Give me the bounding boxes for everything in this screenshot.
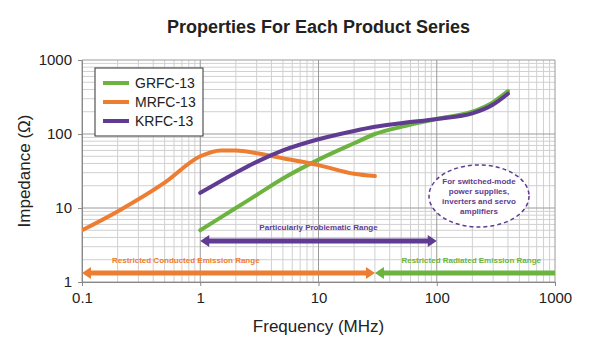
tick-label: 100 <box>47 125 72 142</box>
legend-swatch <box>103 100 129 104</box>
tick: 100 <box>47 125 82 142</box>
x-axis: 0.1 1 10 100 1000 <box>72 282 572 306</box>
tick-label: 10 <box>311 289 328 306</box>
note-ellipse <box>429 165 529 227</box>
tick-label: 0.1 <box>72 289 93 306</box>
tick: 1000 <box>39 51 82 68</box>
tick-label: 10 <box>55 199 72 216</box>
legend-label: KRFC-13 <box>135 113 194 129</box>
series-line <box>82 150 375 230</box>
tick-mark <box>555 282 556 286</box>
minor-grid-line <box>549 60 550 282</box>
legend-label: GRFC-13 <box>135 75 195 91</box>
arrow-head <box>82 267 91 279</box>
tick: 100 <box>425 282 450 306</box>
annotation-text: Restricted Conducted Emission Range <box>112 256 260 265</box>
minor-grid-line <box>418 60 419 282</box>
tick: 1 <box>64 273 82 290</box>
minor-grid-line <box>389 60 390 282</box>
note: For switched-modepower supplies,inverter… <box>429 165 529 227</box>
tick-mark <box>78 208 82 209</box>
x-axis-title: Frequency (MHz) <box>253 317 384 336</box>
annotation-text: Particularly Problematic Range <box>259 223 378 232</box>
minor-grid-line <box>543 60 544 282</box>
minor-grid-line <box>401 60 402 282</box>
tick-label: 1 <box>197 289 205 306</box>
minor-grid-line <box>307 60 308 282</box>
grid-line <box>82 60 83 282</box>
minor-grid-line <box>271 60 272 282</box>
range-arrow <box>82 267 375 279</box>
tick-label: 1000 <box>39 51 72 68</box>
minor-grid-line <box>528 60 529 282</box>
y-axis-title: Impedance (Ω) <box>15 115 34 228</box>
axis-line <box>82 61 83 283</box>
title: Properties For Each Product Series <box>167 17 470 37</box>
grid-line <box>82 60 555 61</box>
minor-grid-line <box>256 60 257 282</box>
legend-swatch <box>103 81 129 85</box>
minor-grid-line <box>374 60 375 282</box>
note-text: inverters and servo <box>442 197 516 206</box>
series-line <box>200 91 508 230</box>
minor-grid-line <box>354 60 355 282</box>
tick-mark <box>319 282 320 286</box>
chart: Properties For Each Product Series0.1110… <box>0 0 590 350</box>
grid-line <box>555 60 556 282</box>
tick: 0.1 <box>72 282 93 306</box>
note-text: For switched-mode <box>442 177 516 186</box>
minor-grid-line <box>410 60 411 282</box>
grid-line <box>318 60 319 282</box>
arrow-head <box>375 267 384 279</box>
minor-grid-line <box>425 60 426 282</box>
grid <box>82 60 555 282</box>
tick: 1 <box>197 282 205 306</box>
arrow-head <box>366 267 375 279</box>
tick-mark <box>437 282 438 286</box>
legend-swatch <box>103 119 129 123</box>
tick-mark <box>78 282 82 283</box>
tick-mark <box>78 60 82 61</box>
legend-label: MRFC-13 <box>135 94 196 110</box>
minor-grid-line <box>282 60 283 282</box>
arrow-shaft <box>208 239 429 244</box>
note-text: power supplies, <box>449 187 509 196</box>
y-axis: 1 10 100 1000 <box>39 51 83 290</box>
range-arrow <box>200 235 437 247</box>
tick-mark <box>78 134 82 135</box>
legend: GRFC-13 MRFC-13 KRFC-13 <box>95 68 203 136</box>
tick: 10 <box>311 282 328 306</box>
tick-label: 100 <box>425 289 450 306</box>
note-text: amplifiers <box>460 207 498 216</box>
legend-box <box>95 68 203 136</box>
annotations: Particularly Problematic Range Restricted… <box>82 223 555 279</box>
minor-grid-line <box>313 60 314 282</box>
annotation-text: Restricted Radiated Emission Range <box>401 256 541 265</box>
arrow-head <box>200 235 209 247</box>
range-arrow <box>375 267 555 279</box>
arrow-head <box>428 235 437 247</box>
tick-mark <box>200 282 201 286</box>
tick-label: 1000 <box>539 289 572 306</box>
arrow-shaft <box>383 271 555 276</box>
minor-grid-line <box>431 60 432 282</box>
minor-grid-line <box>519 60 520 282</box>
tick-label: 1 <box>64 273 72 290</box>
series-line <box>200 94 508 193</box>
minor-grid-line <box>536 60 537 282</box>
tick: 1000 <box>539 282 572 306</box>
tick-mark <box>82 282 83 286</box>
grid-line <box>436 60 437 282</box>
arrow-shaft <box>90 271 367 276</box>
tick: 10 <box>55 199 82 216</box>
